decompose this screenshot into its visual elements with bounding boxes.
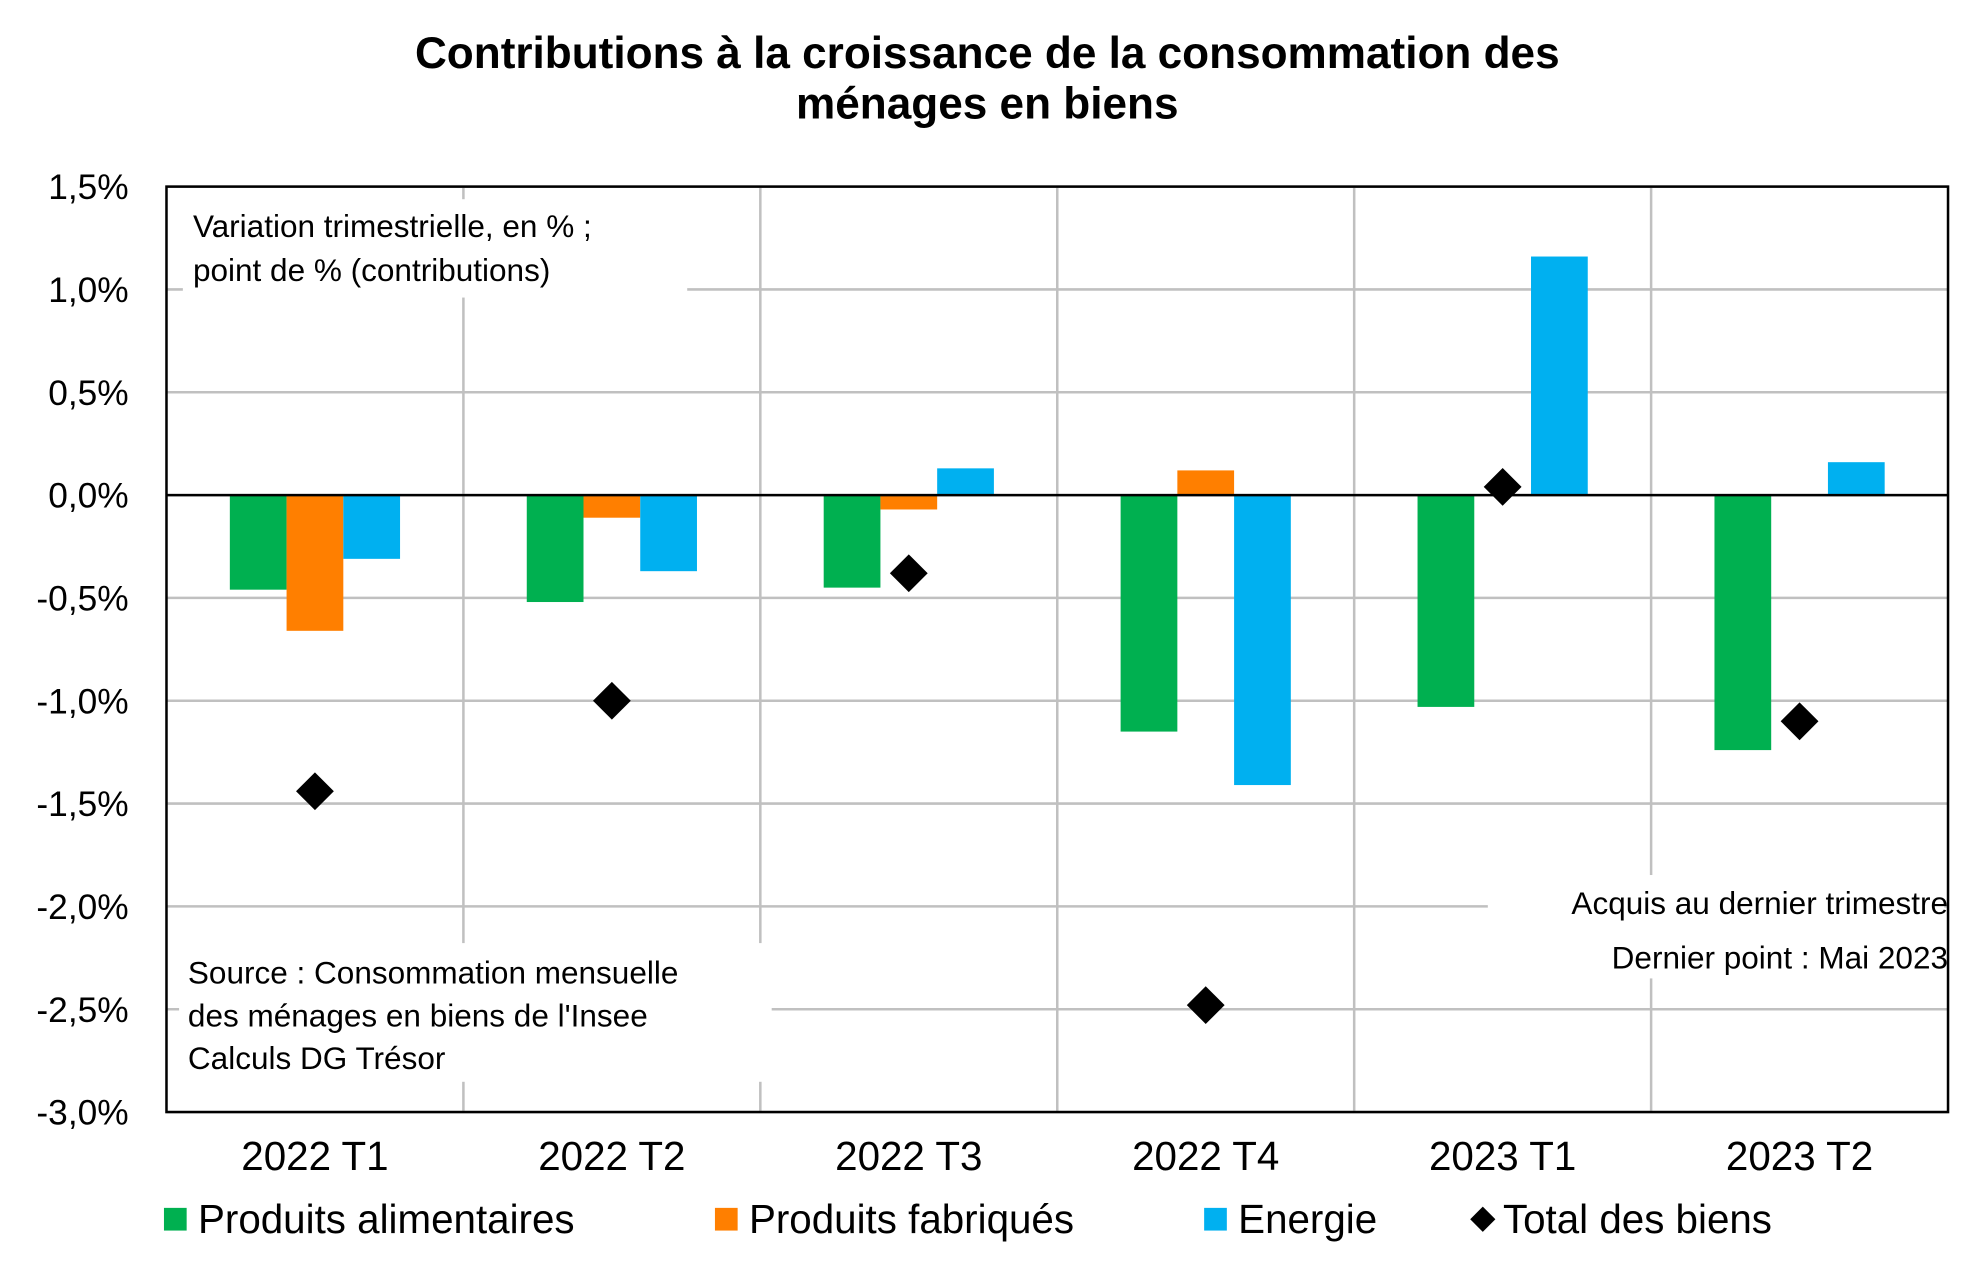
bar bbox=[583, 495, 641, 518]
legend-marker bbox=[1470, 1206, 1496, 1232]
bar bbox=[1120, 495, 1178, 732]
chart-title: ménages en biens bbox=[796, 80, 1178, 129]
bar bbox=[1714, 495, 1772, 751]
y-tick-label: -2,5% bbox=[36, 991, 128, 1030]
chart-title: Contributions à la croissance de la cons… bbox=[415, 29, 1560, 78]
bar bbox=[937, 468, 994, 496]
source: Source : Consommation mensuelle bbox=[188, 954, 678, 990]
total-point bbox=[1186, 986, 1225, 1025]
total-point bbox=[1483, 467, 1522, 506]
bar bbox=[1531, 256, 1588, 496]
source-bg bbox=[179, 943, 772, 1082]
x-tick-label: 2023 T2 bbox=[1726, 1133, 1873, 1179]
notes-right-bg bbox=[1487, 875, 1945, 979]
total-point bbox=[889, 554, 928, 593]
y-tick-label: -0,5% bbox=[36, 580, 128, 619]
note-right: Acquis au dernier trimestre bbox=[1571, 885, 1948, 921]
legend-label: Energie bbox=[1238, 1196, 1377, 1242]
bar bbox=[640, 495, 697, 572]
legend-label: Produits fabriqués bbox=[749, 1196, 1074, 1242]
y-tick-label: -1,0% bbox=[36, 682, 128, 721]
bar bbox=[526, 495, 584, 603]
legend-swatch bbox=[1204, 1207, 1227, 1231]
y-tick-label: -3,0% bbox=[36, 1094, 128, 1133]
legend-swatch bbox=[714, 1207, 738, 1231]
y-tick-label: 1,5% bbox=[48, 168, 128, 207]
bar bbox=[1827, 462, 1885, 496]
note-bg bbox=[182, 199, 688, 298]
plot-frame bbox=[165, 185, 1950, 1114]
x-tick-label: 2022 T1 bbox=[241, 1133, 388, 1179]
bar bbox=[229, 495, 287, 590]
source: des ménages en biens de l'Insee bbox=[188, 997, 648, 1033]
y-tick-label: 1,0% bbox=[48, 271, 128, 310]
bar bbox=[823, 495, 881, 588]
bar bbox=[1177, 470, 1235, 496]
note: point de % (contributions) bbox=[193, 252, 550, 288]
y-tick-label: -2,0% bbox=[36, 888, 128, 927]
legend-label: Produits alimentaires bbox=[198, 1196, 575, 1242]
x-tick-label: 2022 T3 bbox=[835, 1133, 982, 1179]
bar bbox=[880, 495, 938, 510]
total-point bbox=[592, 681, 631, 720]
y-tick-label: -1,5% bbox=[36, 785, 128, 824]
bar bbox=[1417, 495, 1475, 707]
note: Variation trimestrielle, en % ; bbox=[193, 208, 592, 244]
bar bbox=[1234, 495, 1291, 786]
bar bbox=[286, 495, 344, 631]
x-tick-label: 2023 T1 bbox=[1429, 1133, 1576, 1179]
legend-label: Total des biens bbox=[1503, 1196, 1772, 1242]
y-tick-label: 0,5% bbox=[48, 374, 128, 413]
bar bbox=[343, 495, 401, 559]
x-tick-label: 2022 T2 bbox=[538, 1133, 685, 1179]
x-tick-label: 2022 T4 bbox=[1132, 1133, 1279, 1179]
legend-swatch bbox=[163, 1207, 187, 1231]
total-point bbox=[296, 772, 334, 811]
y-tick-label: 0,0% bbox=[48, 477, 128, 516]
total-point bbox=[1780, 702, 1819, 741]
note-right: Dernier point : Mai 2023 bbox=[1612, 939, 1948, 975]
source: Calculs DG Trésor bbox=[188, 1040, 445, 1076]
